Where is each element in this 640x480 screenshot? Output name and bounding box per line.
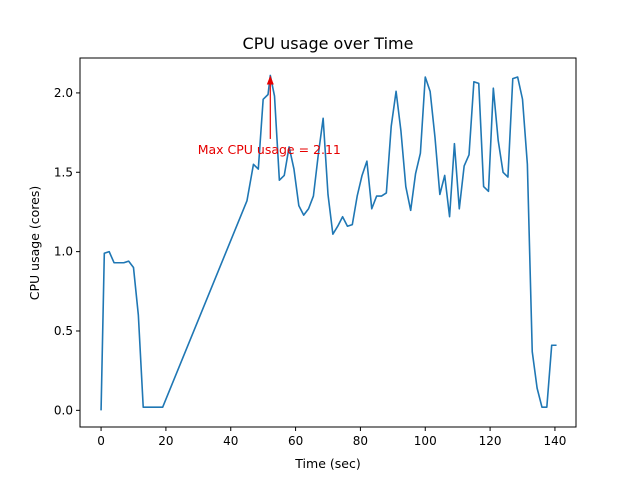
plot-frame — [79, 57, 577, 428]
y-tick-label: 1.5 — [54, 165, 73, 179]
x-tick-label: 20 — [158, 434, 173, 448]
x-axis: 0 20 40 60 80 100 120 140 — [97, 427, 566, 448]
x-tick-label: 60 — [288, 434, 303, 448]
y-tick-label: 2.0 — [54, 86, 73, 100]
plot-area — [79, 57, 577, 428]
y-tick-label: 0.0 — [54, 403, 73, 417]
y-axis-label: CPU usage (cores) — [27, 186, 42, 300]
x-tick-label: 140 — [543, 434, 566, 448]
x-tick-label: 0 — [97, 434, 105, 448]
max-annotation: Max CPU usage = 2.11 — [198, 75, 341, 157]
series-line-0 — [100, 74, 557, 411]
x-tick-label: 100 — [414, 434, 437, 448]
y-tick-label: 0.5 — [54, 324, 73, 338]
chart-title: CPU usage over Time — [243, 34, 414, 53]
x-tick-label: 80 — [353, 434, 368, 448]
annotation-arrow-head — [266, 75, 274, 85]
x-tick-label: 40 — [223, 434, 238, 448]
y-axis: 0.0 0.5 1.0 1.5 2.0 — [54, 86, 80, 417]
y-tick-label: 1.0 — [54, 245, 73, 259]
x-tick-label: 120 — [479, 434, 502, 448]
max-annotation-label: Max CPU usage = 2.11 — [198, 142, 341, 157]
x-axis-label: Time (sec) — [294, 456, 360, 471]
